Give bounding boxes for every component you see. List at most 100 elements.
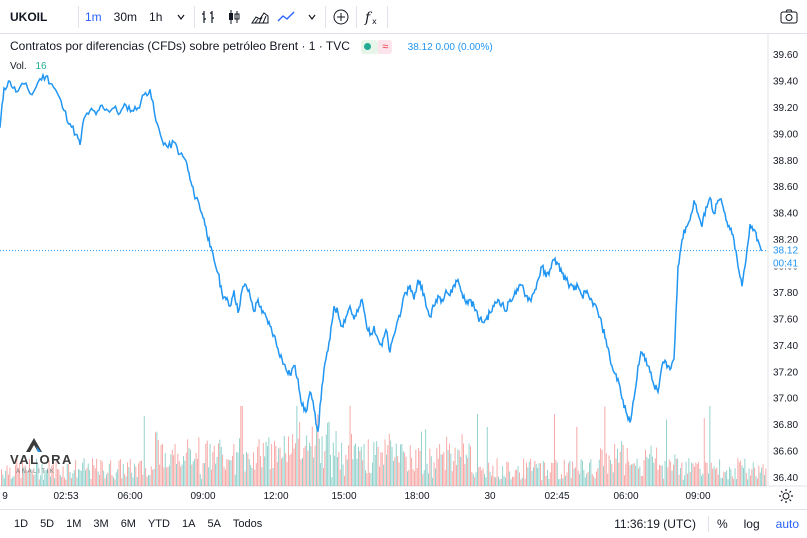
volume-bar: [264, 456, 266, 486]
symbol-search[interactable]: UKOIL: [10, 9, 48, 24]
volume-bar: [674, 454, 676, 486]
volume-bar: [51, 465, 53, 486]
volume-bar: [635, 465, 637, 486]
price-tick-label: 38.20: [773, 235, 798, 246]
volume-bar: [412, 469, 414, 486]
volume-bar: [646, 456, 648, 486]
chevron-down-icon[interactable]: [299, 0, 325, 34]
volume-bar: [194, 458, 196, 486]
volume-bar: [639, 466, 641, 486]
price-tick-label: 37.00: [773, 394, 798, 405]
volume-bar: [479, 466, 481, 486]
interval-1m[interactable]: 1m: [85, 9, 102, 24]
utc-clock[interactable]: 11:36:19 (UTC): [614, 517, 696, 531]
volume-bar: [400, 444, 401, 486]
volume-bar: [611, 463, 613, 486]
volume-bar: [621, 441, 623, 486]
volume-bar: [689, 472, 691, 486]
volume-bar: [569, 460, 571, 486]
volume-bar: [93, 465, 95, 486]
time-tick-label: 02:53: [53, 491, 78, 502]
range-todos[interactable]: Todos: [232, 517, 263, 530]
volume-bar: [205, 443, 207, 486]
percent-toggle[interactable]: %: [716, 517, 728, 531]
interval-1h[interactable]: 1h: [149, 9, 163, 24]
volume-bar: [220, 447, 222, 486]
volume-bar: [47, 469, 49, 486]
volume-bar: [178, 461, 180, 486]
volume-bar: [486, 427, 488, 486]
volume-bar: [356, 458, 358, 486]
volume-bar: [516, 469, 518, 486]
interval-30m[interactable]: 30m: [113, 9, 138, 24]
volume-bar: [351, 433, 352, 486]
volume-bar: [696, 464, 698, 486]
time-tick-label: 06:00: [117, 491, 142, 502]
volume-bar: [271, 443, 273, 486]
volume-bar: [517, 466, 519, 486]
range-5a[interactable]: 5A: [207, 517, 221, 530]
line-chart-icon[interactable]: [273, 0, 299, 34]
volume-bar: [311, 426, 313, 486]
volume-bar: [755, 476, 757, 486]
volume-bar: [684, 475, 686, 486]
market-status-badge[interactable]: [361, 39, 379, 54]
volume-bar: [645, 449, 646, 486]
volume-bar: [600, 448, 602, 486]
volume-bar: [503, 476, 505, 486]
svg-text:x: x: [372, 17, 377, 26]
volume-bar: [374, 455, 376, 486]
volume-bar: [181, 464, 183, 486]
volume-bar: [649, 454, 651, 486]
volume-bar: [247, 453, 249, 486]
approximate-badge[interactable]: ≈: [378, 39, 393, 54]
range-3m[interactable]: 3M: [93, 517, 109, 530]
volume-bar: [34, 474, 36, 486]
range-1d[interactable]: 1D: [14, 517, 29, 530]
camera-icon[interactable]: [779, 7, 799, 30]
range-1a[interactable]: 1A: [181, 517, 196, 530]
volume-bar: [740, 460, 742, 486]
volume-bar: [467, 458, 469, 486]
volume-bar: [691, 462, 693, 486]
gear-icon[interactable]: [778, 488, 794, 509]
volume-bar: [659, 464, 660, 486]
log-toggle[interactable]: log: [743, 517, 760, 531]
volume-bar: [265, 441, 267, 486]
volume-bar: [243, 454, 245, 486]
add-compare-icon[interactable]: [326, 0, 356, 34]
volume-bar: [712, 468, 714, 486]
volume-bar: [447, 450, 449, 486]
volume-bar: [638, 468, 639, 486]
series-title: Contratos por diferencias (CFDs) sobre p…: [10, 39, 350, 53]
volume-bar: [668, 459, 670, 486]
range-6m[interactable]: 6M: [120, 517, 136, 530]
price-tick-label: 39.00: [773, 129, 798, 140]
bars-chart-icon[interactable]: [195, 0, 221, 34]
volume-bar: [232, 456, 233, 486]
range-1m[interactable]: 1M: [66, 517, 82, 530]
volume-bar: [724, 472, 726, 486]
time-tick-label: 15:00: [331, 491, 356, 502]
auto-scale-toggle[interactable]: auto: [775, 517, 799, 531]
volume-bar: [561, 474, 562, 486]
volume-bar: [752, 462, 754, 486]
price-chart[interactable]: 39.60 39.40 39.20 39.00 38.80 38.60 38.40 38.20…: [0, 34, 807, 509]
range-ytd[interactable]: YTD: [147, 517, 170, 530]
volume-bar: [540, 463, 541, 486]
range-5d[interactable]: 5D: [40, 517, 55, 530]
volume-bar: [598, 459, 600, 486]
chevron-down-icon[interactable]: [168, 0, 194, 34]
volume-bar: [209, 444, 211, 486]
volume-bar: [667, 467, 669, 486]
volume-bar: [192, 461, 194, 486]
volume-bar: [484, 473, 485, 486]
volume-bar: [152, 469, 154, 486]
area-chart-icon[interactable]: [247, 0, 273, 34]
volume-bar: [57, 469, 58, 486]
volume-label: Vol.: [10, 61, 27, 72]
volume-bar: [115, 472, 117, 486]
candles-chart-icon[interactable]: [221, 0, 247, 34]
volume-bar: [384, 439, 386, 486]
